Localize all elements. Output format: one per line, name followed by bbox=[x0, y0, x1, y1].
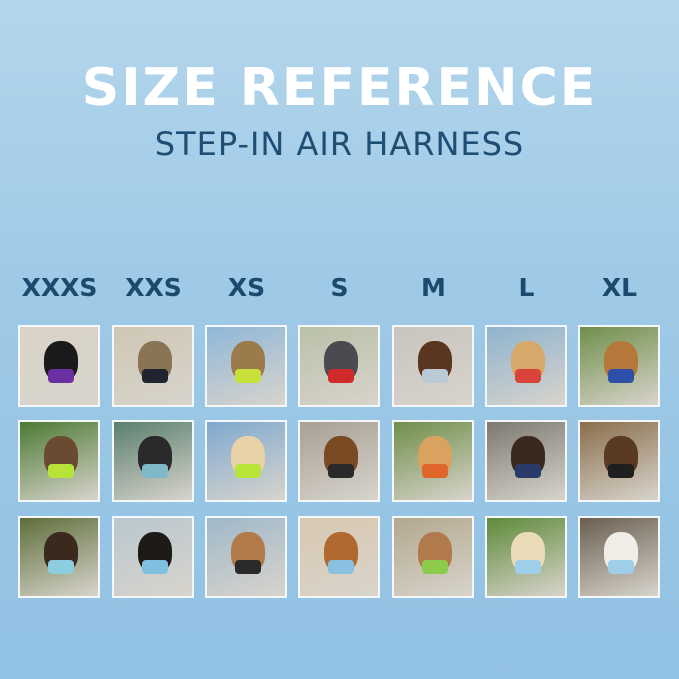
harness-image bbox=[608, 560, 634, 574]
pet-photo-xxs-2 bbox=[112, 420, 194, 502]
harness-image bbox=[515, 560, 541, 574]
size-label-s: S bbox=[330, 273, 349, 302]
pet-photo-l-1 bbox=[485, 325, 567, 407]
harness-image bbox=[142, 369, 168, 383]
harness-image bbox=[608, 464, 634, 478]
pet-photo-s-3 bbox=[298, 516, 380, 598]
pet-photo-xxxs-3 bbox=[18, 516, 100, 598]
pet-photo-m-2 bbox=[392, 420, 474, 502]
pet-photo-l-2 bbox=[485, 420, 567, 502]
harness-image bbox=[608, 369, 634, 383]
harness-image bbox=[422, 369, 448, 383]
pet-photo-xxs-3 bbox=[112, 516, 194, 598]
pet-photo-xs-2 bbox=[205, 420, 287, 502]
pet-photo-s-1 bbox=[298, 325, 380, 407]
harness-image bbox=[142, 464, 168, 478]
size-label-m: M bbox=[421, 273, 446, 302]
pet-photo-xs-3 bbox=[205, 516, 287, 598]
harness-image bbox=[328, 369, 354, 383]
pet-photo-s-2 bbox=[298, 420, 380, 502]
harness-image bbox=[142, 560, 168, 574]
harness-image bbox=[328, 560, 354, 574]
pet-photo-l-3 bbox=[485, 516, 567, 598]
harness-image bbox=[48, 560, 74, 574]
harness-image bbox=[328, 464, 354, 478]
size-label-xs: XS bbox=[227, 273, 266, 302]
pet-photo-xxxs-2 bbox=[18, 420, 100, 502]
pet-photo-xs-1 bbox=[205, 325, 287, 407]
harness-image bbox=[515, 464, 541, 478]
page-title: SIZE REFERENCE bbox=[81, 58, 598, 118]
size-label-xl: XL bbox=[601, 273, 638, 302]
harness-image bbox=[48, 369, 74, 383]
pet-photo-xl-2 bbox=[578, 420, 660, 502]
harness-image bbox=[515, 369, 541, 383]
pet-photo-xxxs-1 bbox=[18, 325, 100, 407]
harness-image bbox=[235, 369, 261, 383]
size-label-l: L bbox=[518, 273, 535, 302]
pet-photo-m-3 bbox=[392, 516, 474, 598]
page-subtitle: STEP-IN AIR HARNESS bbox=[154, 125, 525, 163]
harness-image bbox=[235, 560, 261, 574]
pet-photo-m-1 bbox=[392, 325, 474, 407]
size-label-xxs: XXS bbox=[125, 273, 182, 302]
pet-photo-xl-1 bbox=[578, 325, 660, 407]
size-label-xxxs: XXXS bbox=[21, 273, 98, 302]
pet-photo-xxs-1 bbox=[112, 325, 194, 407]
harness-image bbox=[422, 464, 448, 478]
harness-image bbox=[235, 464, 261, 478]
pet-photo-xl-3 bbox=[578, 516, 660, 598]
harness-image bbox=[48, 464, 74, 478]
harness-image bbox=[422, 560, 448, 574]
